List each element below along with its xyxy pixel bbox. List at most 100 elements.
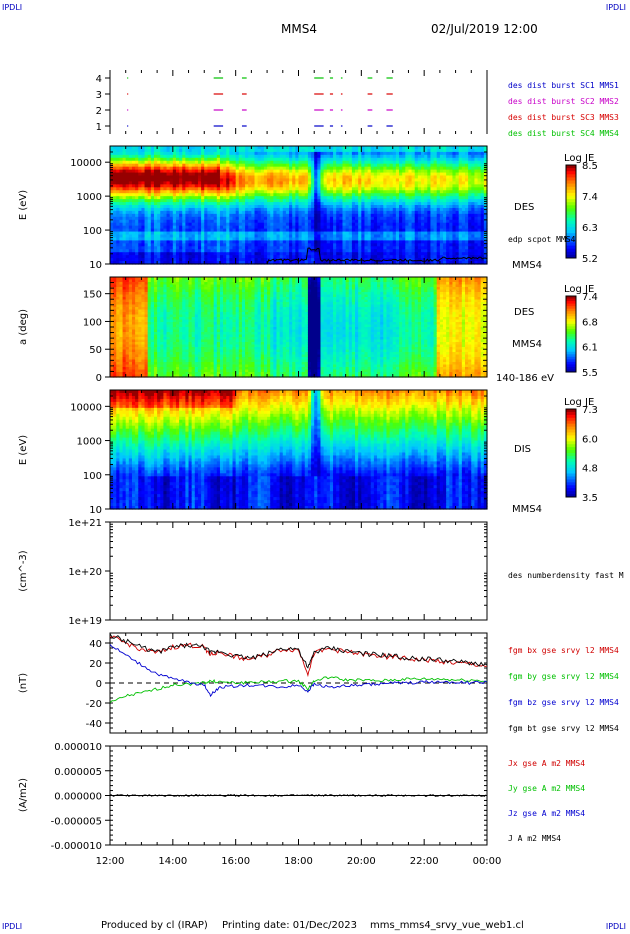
spectrogram-cell [153, 231, 158, 236]
spectrogram-cell [110, 255, 114, 259]
spectrogram-cell [166, 202, 171, 206]
spectrogram-cell [122, 228, 127, 233]
spectrogram-cell [175, 249, 180, 253]
spectrogram-cell [113, 222, 117, 227]
spectrogram-cell [144, 172, 149, 177]
spectrogram-cell [289, 190, 293, 194]
spectrogram-cell [197, 210, 202, 215]
spectrogram-cell [110, 146, 114, 150]
spectrogram-cell [141, 169, 146, 174]
spectrogram-cell [267, 243, 271, 247]
spectrogram-cell [245, 246, 249, 250]
spectrogram-cell [270, 255, 274, 259]
spectrogram-cell [116, 222, 121, 227]
spectrogram-cell [210, 216, 215, 221]
spectrogram-cell [263, 205, 268, 209]
spectrogram-cell [248, 154, 252, 159]
spectrogram-cell [289, 157, 293, 162]
spectrogram-cell [147, 202, 152, 206]
spectrogram-cell [138, 213, 143, 218]
spectrogram-cell [232, 234, 237, 239]
spectrogram-cell [238, 213, 243, 218]
spectrogram-cell [194, 237, 199, 241]
spectrogram-cell [125, 199, 130, 203]
spectrogram-cell [160, 202, 165, 206]
spectrogram-cell [122, 213, 127, 218]
spectrogram-cell [194, 202, 199, 206]
spectrogram-cell [241, 231, 246, 236]
spectrogram-cell [157, 205, 161, 209]
spectrogram-cell [147, 261, 152, 265]
spectrogram-cell [226, 172, 230, 177]
spectrogram-cell [285, 187, 290, 191]
spectrogram-cell [150, 163, 155, 168]
spectrogram-cell [144, 246, 149, 250]
spectrogram-cell [157, 154, 161, 159]
spectrogram-cell [175, 163, 180, 168]
spectrogram-cell [169, 157, 174, 162]
spectrogram-cell [223, 190, 227, 194]
spectrogram-cell [201, 237, 205, 241]
spectrogram-cell [282, 216, 287, 221]
spectrogram-cell [260, 225, 265, 230]
spectrogram-cell [185, 172, 190, 177]
spectrogram-cell [160, 154, 165, 159]
spectrogram-cell [135, 225, 139, 230]
spectrogram-cell [257, 261, 262, 265]
spectrogram-cell [179, 178, 183, 182]
spectrogram-cell [226, 258, 230, 262]
spectrogram-cell [207, 178, 212, 182]
spectrogram-cell [232, 199, 237, 203]
spectrogram-cell [163, 228, 168, 233]
spectrogram-cell [166, 205, 171, 209]
spectrogram-cell [235, 172, 240, 177]
spectrogram-cell [128, 258, 133, 262]
spectrogram-cell [251, 187, 256, 191]
spectrogram-cell [119, 234, 124, 239]
spectrogram-cell [110, 234, 114, 239]
spectrogram-cell [260, 237, 265, 241]
spectrogram-cell [179, 205, 183, 209]
spectrogram-cell [175, 169, 180, 174]
spectrogram-cell [147, 240, 152, 244]
spectrogram-cell [188, 222, 193, 227]
spectrogram-cell [213, 219, 218, 224]
spectrogram-cell [270, 157, 274, 162]
spectrogram-cell [204, 205, 208, 209]
spectrogram-cell [147, 193, 152, 197]
spectrogram-cell [201, 175, 205, 180]
spectrogram-cell [125, 175, 130, 180]
spectrogram-cell [175, 213, 180, 218]
spectrogram-cell [163, 199, 168, 203]
spectrogram-cell [232, 146, 237, 150]
spectrogram-cell [235, 154, 240, 159]
spectrogram-cell [169, 175, 174, 180]
spectrogram-cell [270, 169, 274, 174]
spectrogram-cell [282, 246, 287, 250]
spectrogram-cell [285, 160, 290, 165]
spectrogram-cell [128, 184, 133, 188]
spectrogram-cell [144, 228, 149, 233]
spectrogram-cell [257, 199, 262, 203]
header-corner-left: IPDLI [2, 3, 23, 12]
spectrogram-cell [289, 213, 293, 218]
spectrogram-cell [238, 261, 243, 265]
spectrogram-cell [210, 243, 215, 247]
spectrogram-cell [141, 258, 146, 262]
spectrogram-cell [273, 228, 278, 233]
spectrogram-cell [226, 151, 230, 156]
spectrogram-cell [251, 246, 256, 250]
spectrogram-cell [131, 202, 136, 206]
spectrogram-cell [135, 207, 139, 212]
spectrogram-cell [254, 154, 259, 159]
spectrogram-cell [169, 184, 174, 188]
spectrogram-cell [182, 184, 186, 188]
spectrogram-cell [135, 199, 139, 203]
spectrogram-cell [185, 249, 190, 253]
spectrogram-cell [122, 207, 127, 212]
spectrogram-cell [166, 193, 171, 197]
spectrogram-cell [241, 160, 246, 165]
spectrogram-cell [289, 243, 293, 247]
spectrogram-cell [235, 193, 240, 197]
spectrogram-cell [223, 157, 227, 162]
